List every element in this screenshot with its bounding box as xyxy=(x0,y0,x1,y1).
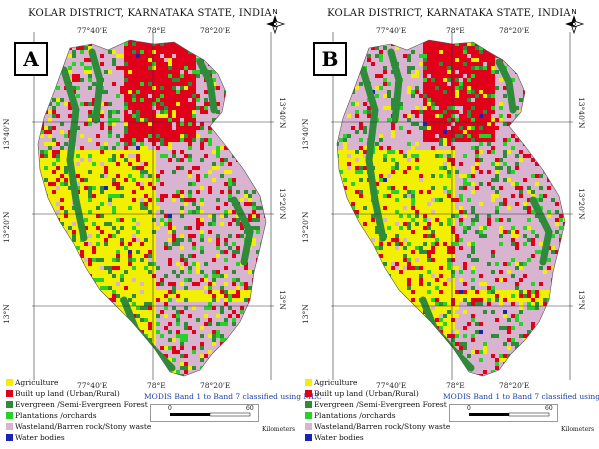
classified-map-a xyxy=(32,32,274,380)
legend-item: Evergreen /Semi-Evergreen Forest xyxy=(6,399,151,410)
lat-tick-left-2: 13°20'N xyxy=(301,211,310,243)
legend-label: Plantations /orchards xyxy=(314,411,396,420)
lon-tick-bottom-2: 78°E xyxy=(446,381,465,390)
legend-item: Agriculture xyxy=(6,377,151,388)
legend-swatch xyxy=(305,379,312,386)
legend-swatch xyxy=(6,379,13,386)
scale-start-label: 0 xyxy=(168,405,172,412)
legend-label: Evergreen /Semi-Evergreen Forest xyxy=(314,400,447,409)
legend-swatch xyxy=(6,434,13,441)
legend-item: Built up land (Urban/Rural) xyxy=(305,388,450,399)
legend-label: Agriculture xyxy=(314,378,358,387)
scale-end-label: 60 xyxy=(545,405,553,412)
legend-swatch xyxy=(305,423,312,430)
legend-item: Built up land (Urban/Rural) xyxy=(6,388,151,399)
legend-item: Water bodies xyxy=(6,432,151,443)
scale-bar: 0 60 Kilometers xyxy=(150,404,295,442)
lat-tick-left-3: 13°N xyxy=(301,304,310,324)
lon-tick-top-3: 78°20'E xyxy=(499,26,530,35)
legend-item: Water bodies xyxy=(305,432,450,443)
map-title: KOLAR DISTRICT, KARNATAKA STATE, INDIA xyxy=(327,8,571,19)
lon-tick-bottom-1: 77°40'E xyxy=(376,381,407,390)
legend: Agriculture Built up land (Urban/Rural) … xyxy=(6,377,151,443)
legend-item: Agriculture xyxy=(305,377,450,388)
legend-label: Agriculture xyxy=(15,378,59,387)
legend-swatch xyxy=(305,412,312,419)
map-caption: MODIS Band 1 to Band 7 classified using … xyxy=(144,392,322,401)
map-panel-b: KOLAR DISTRICT, KARNATAKA STATE, INDIA N… xyxy=(301,0,599,449)
legend-item: Wasteland/Barren rock/Stony waste xyxy=(305,421,450,432)
legend-label: Wasteland/Barren rock/Stony waste xyxy=(314,422,451,431)
legend-label: Built up land (Urban/Rural) xyxy=(314,389,419,398)
lon-tick-bottom-1: 77°40'E xyxy=(77,381,108,390)
lon-tick-top-1: 77°40'E xyxy=(77,26,108,35)
district-land-cover xyxy=(38,40,266,376)
lon-tick-top-2: 78°E xyxy=(446,26,465,35)
legend-item: Plantations /orchards xyxy=(305,410,450,421)
scale-end-label: 60 xyxy=(246,405,254,412)
legend-swatch xyxy=(6,401,13,408)
legend-label: Water bodies xyxy=(15,433,65,442)
north-arrow-icon: N xyxy=(266,8,286,35)
north-arrow-icon: N xyxy=(565,8,585,35)
lon-tick-bottom-3: 78°20'E xyxy=(200,381,231,390)
lat-tick-left-2: 13°20'N xyxy=(2,211,11,243)
lat-tick-right-3: 13°N xyxy=(278,290,287,310)
map-caption: MODIS Band 1 to Band 7 classified using … xyxy=(443,392,599,401)
lat-tick-right-1: 13°40'N xyxy=(577,97,586,129)
lon-tick-bottom-2: 78°E xyxy=(147,381,166,390)
legend: Agriculture Built up land (Urban/Rural) … xyxy=(305,377,450,443)
panel-letter-b: B xyxy=(313,42,347,76)
panel-letter-a: A xyxy=(14,42,48,76)
legend-label: Evergreen /Semi-Evergreen Forest xyxy=(15,400,148,409)
map-title: KOLAR DISTRICT, KARNATAKA STATE, INDIA xyxy=(28,8,272,19)
compass-n-label: N xyxy=(272,8,277,16)
graticule xyxy=(32,32,274,380)
legend-swatch xyxy=(305,401,312,408)
compass-n-label: N xyxy=(571,8,576,16)
scale-unit-label: Kilometers xyxy=(561,426,595,433)
classified-map-b xyxy=(331,32,573,380)
lon-tick-top-2: 78°E xyxy=(147,26,166,35)
lat-tick-left-1: 13°40'N xyxy=(301,118,310,150)
legend-swatch xyxy=(305,390,312,397)
district-land-cover xyxy=(337,40,565,376)
legend-item: Wasteland/Barren rock/Stony waste xyxy=(6,421,151,432)
legend-swatch xyxy=(305,434,312,441)
lon-tick-top-1: 77°40'E xyxy=(376,26,407,35)
legend-label: Water bodies xyxy=(314,433,364,442)
scale-bar: 0 60 Kilometers xyxy=(449,404,594,442)
lat-tick-left-3: 13°N xyxy=(2,304,11,324)
legend-label: Wasteland/Barren rock/Stony waste xyxy=(15,422,152,431)
lat-tick-right-3: 13°N xyxy=(577,290,586,310)
legend-swatch xyxy=(6,390,13,397)
legend-item: Evergreen /Semi-Evergreen Forest xyxy=(305,399,450,410)
scale-unit-label: Kilometers xyxy=(262,426,296,433)
scale-start-label: 0 xyxy=(467,405,471,412)
legend-label: Plantations /orchards xyxy=(15,411,97,420)
legend-swatch xyxy=(6,423,13,430)
graticule xyxy=(331,32,573,380)
map-panel-a: KOLAR DISTRICT, KARNATAKA STATE, INDIA N… xyxy=(2,0,322,449)
lat-tick-right-2: 13°20'N xyxy=(577,188,586,220)
legend-swatch xyxy=(6,412,13,419)
lon-tick-top-3: 78°20'E xyxy=(200,26,231,35)
legend-item: Plantations /orchards xyxy=(6,410,151,421)
legend-label: Built up land (Urban/Rural) xyxy=(15,389,120,398)
lat-tick-right-1: 13°40'N xyxy=(278,97,287,129)
lat-tick-left-1: 13°40'N xyxy=(2,118,11,150)
lon-tick-bottom-3: 78°20'E xyxy=(499,381,530,390)
lat-tick-right-2: 13°20'N xyxy=(278,188,287,220)
